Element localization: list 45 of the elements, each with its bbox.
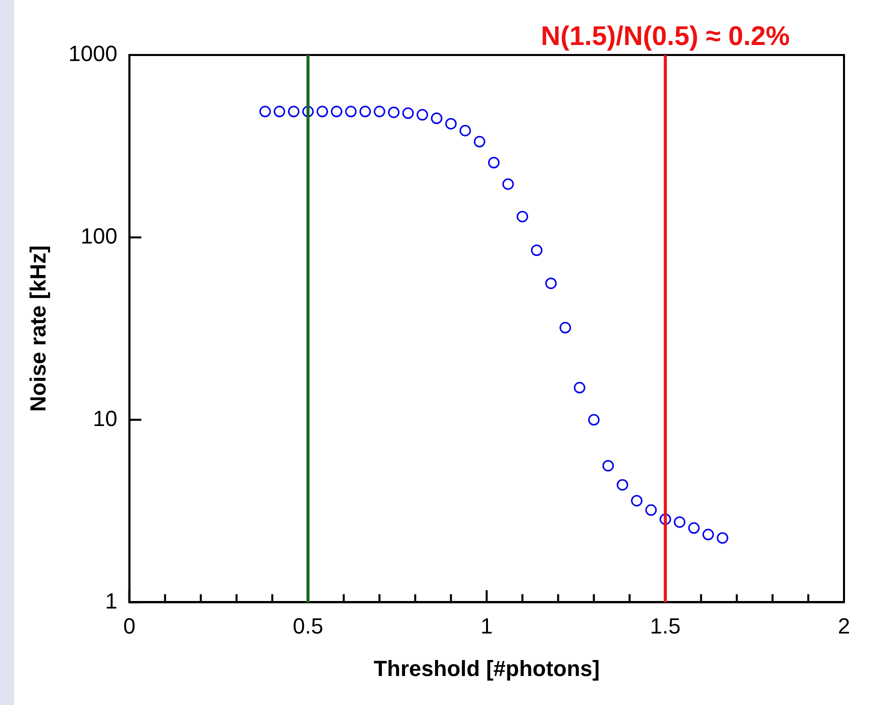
- x-axis-title: Threshold [#photons]: [374, 656, 600, 681]
- point: [574, 382, 586, 394]
- point: [416, 109, 428, 121]
- point: [302, 106, 314, 118]
- y-tick-label: 10: [92, 406, 118, 431]
- y-tick-label: 100: [80, 223, 118, 248]
- x-tick-label: 0: [123, 613, 136, 638]
- point: [345, 106, 357, 118]
- point: [702, 528, 714, 540]
- point: [274, 106, 286, 118]
- point: [502, 178, 514, 190]
- point: [488, 156, 500, 168]
- point: [545, 278, 557, 290]
- point: [645, 504, 657, 516]
- point: [530, 244, 542, 256]
- point: [288, 106, 300, 118]
- point: [660, 513, 672, 525]
- x-tick-label: 1.5: [650, 613, 681, 638]
- x-tick-label: 1: [480, 613, 493, 638]
- y-tick-label: 1: [105, 588, 118, 614]
- y-tick-label: 1000: [68, 41, 118, 66]
- point: [588, 414, 600, 426]
- point: [616, 479, 628, 491]
- point: [402, 107, 414, 119]
- point: [430, 112, 442, 124]
- point: [445, 118, 457, 130]
- point: [388, 106, 400, 118]
- point: [688, 522, 700, 534]
- point: [631, 494, 642, 506]
- ref-line-label: N(1.5)/N(0.5) ≈ 0.2%: [540, 20, 790, 51]
- point: [359, 106, 371, 118]
- point: [474, 136, 486, 148]
- point: [716, 532, 728, 544]
- point: [674, 516, 686, 528]
- x-tick-label: 0.5: [292, 613, 324, 638]
- point: [459, 124, 471, 136]
- point: [330, 106, 342, 118]
- point: [259, 106, 271, 118]
- x-tick-label: 2: [838, 613, 850, 638]
- point: [560, 322, 572, 334]
- y-axis-title: Noise rate [kHz]: [25, 245, 50, 412]
- point: [516, 210, 528, 222]
- point: [316, 106, 328, 118]
- point: [374, 106, 386, 118]
- point: [602, 460, 614, 472]
